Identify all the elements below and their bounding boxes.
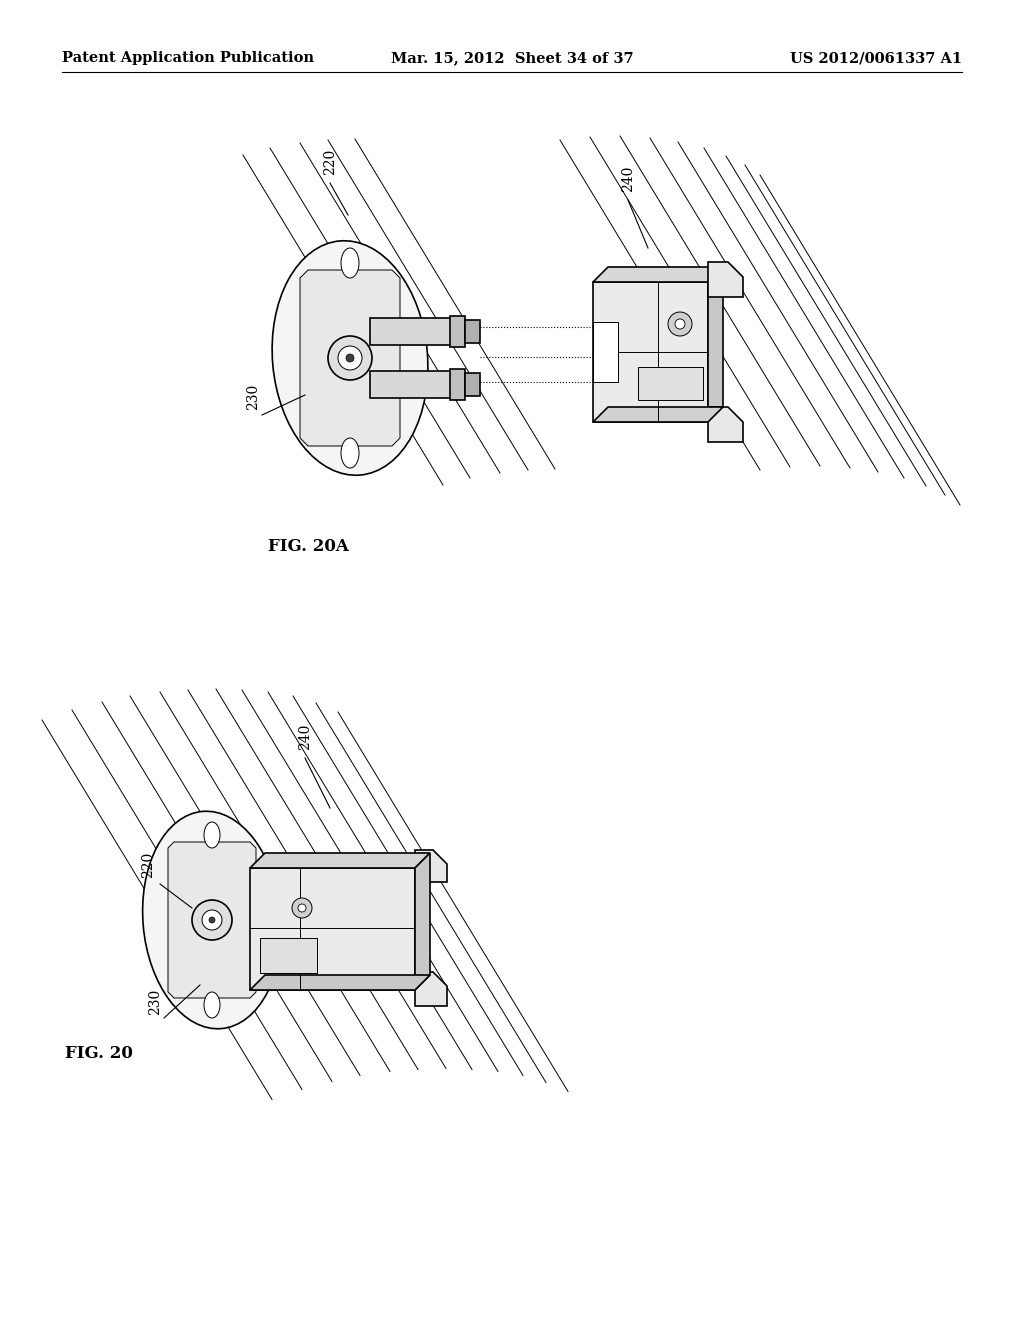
Text: 240: 240 xyxy=(298,723,312,750)
Polygon shape xyxy=(593,267,723,282)
Text: Mar. 15, 2012  Sheet 34 of 37: Mar. 15, 2012 Sheet 34 of 37 xyxy=(391,51,633,65)
Polygon shape xyxy=(250,975,430,990)
Ellipse shape xyxy=(341,248,359,279)
Text: US 2012/0061337 A1: US 2012/0061337 A1 xyxy=(790,51,962,65)
Ellipse shape xyxy=(204,822,220,847)
Polygon shape xyxy=(415,853,430,990)
Polygon shape xyxy=(370,371,455,399)
Polygon shape xyxy=(708,407,743,442)
Polygon shape xyxy=(450,370,465,400)
Ellipse shape xyxy=(142,812,282,1028)
Text: 220: 220 xyxy=(323,149,337,176)
Circle shape xyxy=(298,904,306,912)
Polygon shape xyxy=(450,315,465,347)
Polygon shape xyxy=(593,282,708,422)
Circle shape xyxy=(328,337,372,380)
Circle shape xyxy=(338,346,362,370)
Ellipse shape xyxy=(204,993,220,1018)
Polygon shape xyxy=(250,853,430,869)
Polygon shape xyxy=(168,842,256,998)
Text: 220: 220 xyxy=(141,851,155,878)
Polygon shape xyxy=(465,374,480,396)
Circle shape xyxy=(292,898,312,917)
Polygon shape xyxy=(260,939,317,973)
Ellipse shape xyxy=(341,438,359,469)
Text: Patent Application Publication: Patent Application Publication xyxy=(62,51,314,65)
Circle shape xyxy=(209,917,215,923)
Polygon shape xyxy=(708,267,723,422)
Text: FIG. 20: FIG. 20 xyxy=(65,1045,133,1063)
Polygon shape xyxy=(593,322,618,381)
Circle shape xyxy=(668,312,692,337)
Polygon shape xyxy=(415,972,447,1006)
Polygon shape xyxy=(708,261,743,297)
Circle shape xyxy=(346,354,354,362)
Circle shape xyxy=(193,900,232,940)
Text: 240: 240 xyxy=(621,165,635,191)
Ellipse shape xyxy=(272,240,428,475)
Polygon shape xyxy=(593,407,723,422)
Polygon shape xyxy=(465,319,480,343)
Polygon shape xyxy=(370,318,455,345)
Circle shape xyxy=(675,319,685,329)
Polygon shape xyxy=(638,367,703,400)
Polygon shape xyxy=(300,271,400,446)
Polygon shape xyxy=(415,850,447,882)
Text: 230: 230 xyxy=(246,384,260,411)
Circle shape xyxy=(202,909,222,931)
Text: FIG. 20A: FIG. 20A xyxy=(268,539,349,554)
Text: 230: 230 xyxy=(148,989,162,1015)
Polygon shape xyxy=(250,869,415,990)
